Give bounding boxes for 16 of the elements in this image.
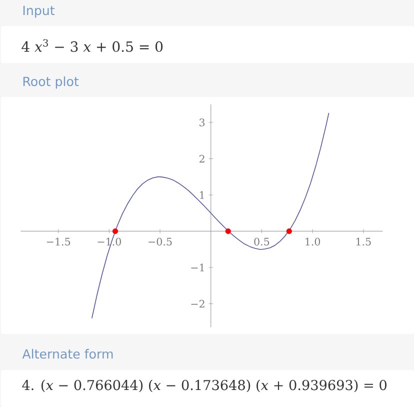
x-tick-label: −0.5 bbox=[148, 238, 172, 246]
x-tick-label: 0.5 bbox=[254, 238, 270, 246]
y-tick-label: −1 bbox=[191, 264, 204, 272]
line-series bbox=[91, 112, 330, 319]
y-tick-label: 1 bbox=[200, 191, 204, 199]
text: Input bbox=[23, 6, 55, 18]
y-tick-label: 2 bbox=[199, 154, 204, 163]
text: 4. (x − 0.766044) (x − 0.173648) (x + 0.939693) = 0 bbox=[22, 380, 386, 392]
x-tick-label: −1.5 bbox=[46, 238, 70, 246]
y-tick-label: 3 bbox=[200, 118, 205, 126]
y-tick-label: −2 bbox=[191, 300, 204, 308]
x-tick-label: 1.5 bbox=[356, 238, 371, 246]
text: Alternate form bbox=[22, 348, 113, 359]
chart-title: Root plot bbox=[23, 76, 79, 89]
text: 4 x$^{3}$ − 3 x + 0.5 = 0 bbox=[22, 39, 163, 52]
x-tick-label: 1.0 bbox=[306, 238, 320, 246]
